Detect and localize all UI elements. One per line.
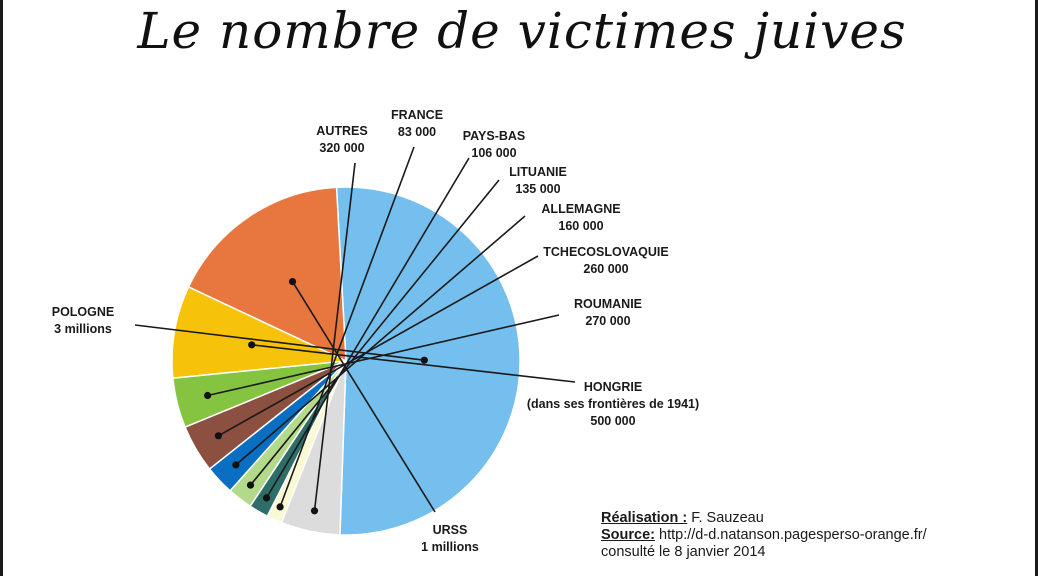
slice-value-pays-bas: 106 000 <box>471 146 516 160</box>
credits-source-line: Source: http://d-d.natanson.pagesperso-o… <box>601 527 927 544</box>
slice-value-pologne: 3 millions <box>54 322 112 336</box>
pie-slice-hongrie <box>171 285 349 380</box>
slice-label-pologne: POLOGNE <box>52 305 115 319</box>
slice-value-hongrie: 500 000 <box>590 414 635 428</box>
leader-dot-roumanie <box>204 391 212 400</box>
realisation-value: F. Sauzeau <box>691 510 764 526</box>
leader-dot-urss <box>288 278 297 286</box>
pie-chart: POLOGNE 3 millions URSS 1 millions HONGRIE (d… <box>52 108 699 554</box>
slice-label-roumanie: ROUMANIE <box>574 297 642 311</box>
slice-label-france: FRANCE <box>391 108 443 122</box>
leader-line-hongrie <box>251 344 576 383</box>
slice-value-urss: 1 millions <box>421 540 479 554</box>
slice-sublabel-hongrie: (dans ses frontières de 1941) <box>527 397 699 411</box>
pie-slice-pologne <box>335 186 521 536</box>
leader-line-pologne <box>134 324 425 361</box>
leader-line-france <box>279 146 415 508</box>
slice-value-allemagne: 160 000 <box>558 219 603 233</box>
leader-dot-pologne <box>420 356 428 364</box>
slice-label-allemagne: ALLEMAGNE <box>541 202 620 216</box>
leader-line-lituanie <box>249 179 500 486</box>
credits-consulted-line: consulté le 8 janvier 2014 <box>601 544 766 560</box>
leader-line-roumanie <box>207 314 560 397</box>
slice-label-hongrie: HONGRIE <box>584 380 642 394</box>
leader-line-pays-bas <box>265 157 470 499</box>
slice-value-roumanie: 270 000 <box>585 314 630 328</box>
credits-block: Réalisation : F. Sauzeau Source: http://… <box>601 510 927 561</box>
leader-dot-pays-bas <box>262 494 271 502</box>
slice-value-tchecoslovaquie: 260 000 <box>583 262 628 276</box>
leader-line-tchecoslovaquie <box>218 255 539 437</box>
slice-label-tchecoslovaquie: TCHECOSLOVAQUIE <box>543 245 668 259</box>
leader-dot-autres <box>310 507 319 515</box>
slice-value-autres: 320 000 <box>319 141 364 155</box>
leader-dot-hongrie <box>248 341 256 349</box>
leader-dot-allemagne <box>232 461 240 469</box>
realisation-label: Réalisation : <box>601 510 688 526</box>
pie-slice-autres <box>280 360 347 536</box>
slice-label-pays-bas: PAYS-BAS <box>463 129 526 143</box>
chart-title: Le nombre de victimes juives <box>137 2 907 60</box>
credits-realisation-line: Réalisation : F. Sauzeau <box>601 510 927 527</box>
slice-label-lituanie: LITUANIE <box>509 165 567 179</box>
slice-label-autres: AUTRES <box>316 124 367 138</box>
leader-line-autres <box>313 162 356 511</box>
leader-line-allemagne <box>235 215 526 466</box>
slice-label-urss: URSS <box>433 523 468 537</box>
slice-value-lituanie: 135 000 <box>515 182 560 196</box>
leader-dot-france <box>276 503 284 511</box>
source-label: Source: <box>601 527 655 543</box>
slice-value-france: 83 000 <box>398 125 436 139</box>
leader-dot-tchecoslovaquie <box>214 432 222 440</box>
source-value: http://d-d.natanson.pagesperso-orange.fr… <box>659 527 927 543</box>
pie-slice-urss <box>187 186 347 363</box>
leader-dot-lituanie <box>246 481 255 489</box>
leader-line-urss <box>291 281 436 513</box>
